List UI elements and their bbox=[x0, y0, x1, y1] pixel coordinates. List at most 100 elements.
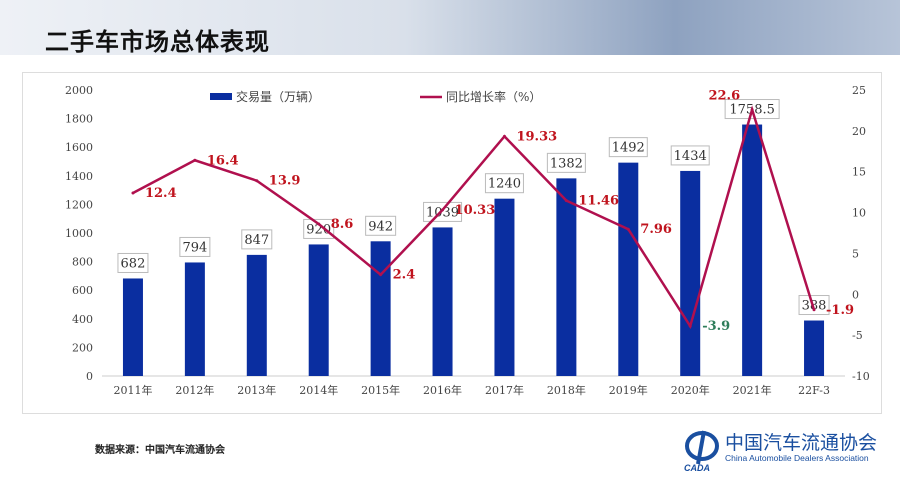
x-tick-label: 2019年 bbox=[609, 383, 648, 397]
growth-value-label: 19.33 bbox=[516, 129, 557, 144]
bar-label-box bbox=[546, 152, 586, 173]
growth-value-label: 16.4 bbox=[207, 153, 239, 168]
bar-label-box bbox=[241, 229, 273, 250]
bar-label-box bbox=[303, 218, 335, 239]
bar bbox=[370, 241, 391, 376]
bar-label-box bbox=[117, 252, 149, 273]
growth-point bbox=[379, 273, 383, 277]
right-tick-label: 10 bbox=[852, 207, 866, 220]
growth-point bbox=[812, 308, 816, 312]
bar-value-label: 942 bbox=[368, 219, 393, 234]
x-tick-label: 2020年 bbox=[671, 383, 710, 397]
right-tick-label: 15 bbox=[852, 166, 866, 179]
right-tick-label: 0 bbox=[852, 288, 859, 301]
right-tick-label: -10 bbox=[852, 370, 870, 383]
growth-value-label: 8.6 bbox=[331, 217, 354, 232]
right-tick-label: 5 bbox=[852, 247, 859, 260]
left-tick-label: 1000 bbox=[65, 227, 93, 240]
growth-point bbox=[564, 199, 568, 203]
left-tick-label: 0 bbox=[86, 370, 93, 383]
bar bbox=[804, 320, 825, 376]
left-tick-label: 200 bbox=[72, 341, 93, 354]
growth-value-label: 2.4 bbox=[393, 268, 416, 283]
bar-label-box bbox=[179, 236, 211, 257]
bar bbox=[494, 198, 515, 376]
left-tick-label: 1600 bbox=[65, 141, 93, 154]
bar-label-box bbox=[798, 295, 830, 316]
bar bbox=[556, 178, 577, 376]
bar bbox=[742, 124, 763, 376]
x-tick-label: 2012年 bbox=[175, 383, 214, 397]
growth-value-label: -3.9 bbox=[702, 319, 730, 334]
growth-point bbox=[502, 134, 506, 138]
bar-value-label: 920 bbox=[306, 222, 331, 237]
bar-label-box bbox=[670, 145, 710, 166]
growth-line bbox=[132, 105, 816, 330]
legend-line-label: 同比增长率（%） bbox=[446, 89, 541, 104]
left-tick-label: 2000 bbox=[65, 84, 93, 97]
x-tick-label: 2017年 bbox=[485, 383, 524, 397]
right-tick-label: 25 bbox=[852, 84, 866, 97]
chart: 0200400600800100012001400160018002000-10… bbox=[65, 84, 870, 397]
bar-label-box bbox=[423, 201, 463, 222]
logo: CADA 中国汽车流通协会 China Automobile Dealers A… bbox=[680, 428, 880, 473]
x-tick-label: 22F-3 bbox=[798, 384, 830, 397]
x-tick-label: 2014年 bbox=[299, 383, 338, 397]
growth-point bbox=[131, 191, 135, 195]
left-tick-label: 1800 bbox=[65, 113, 93, 126]
growth-value-label: 11.46 bbox=[578, 194, 619, 209]
x-tick-label: 2011年 bbox=[113, 383, 152, 397]
bar-value-label: 1240 bbox=[488, 177, 521, 192]
growth-point bbox=[255, 179, 259, 183]
legend-bar-swatch bbox=[210, 93, 232, 100]
bar bbox=[680, 170, 701, 376]
growth-value-label: 7.96 bbox=[640, 222, 672, 237]
left-tick-label: 1400 bbox=[65, 170, 93, 183]
x-tick-label: 2016年 bbox=[423, 383, 462, 397]
data-source: 数据来源：中国汽车流通协会 bbox=[95, 445, 225, 456]
x-tick-label: 2013年 bbox=[237, 383, 276, 397]
page-title: 二手车市场总体表现 bbox=[45, 28, 270, 56]
growth-point bbox=[441, 208, 445, 212]
growth-point bbox=[193, 158, 197, 162]
header-banner bbox=[0, 0, 900, 55]
growth-value-label: 13.9 bbox=[269, 174, 301, 189]
bar-value-label: 682 bbox=[121, 256, 146, 271]
bar-label-box bbox=[365, 215, 397, 236]
svg-text:CADA: CADA bbox=[684, 463, 710, 473]
bar-value-label: 1382 bbox=[550, 156, 583, 171]
legend-bar-label: 交易量（万辆） bbox=[236, 89, 320, 104]
left-tick-label: 600 bbox=[72, 284, 93, 297]
right-tick-label: 20 bbox=[852, 125, 866, 138]
bar-label-box bbox=[484, 173, 524, 194]
bar-value-label: 1492 bbox=[612, 141, 645, 156]
left-tick-label: 1200 bbox=[65, 198, 93, 211]
bar bbox=[122, 278, 143, 376]
logo-text-en: China Automobile Dealers Association bbox=[725, 453, 869, 463]
bar bbox=[618, 162, 639, 376]
bar-label-box bbox=[608, 137, 648, 158]
growth-value-label: -1.9 bbox=[826, 303, 854, 318]
x-tick-label: 2015年 bbox=[361, 383, 400, 397]
growth-value-label: 10.33 bbox=[455, 203, 496, 218]
bar-value-label: 794 bbox=[182, 240, 207, 255]
bar bbox=[432, 227, 453, 376]
bar-value-label: 1434 bbox=[674, 149, 707, 164]
cada-logo-icon: CADA bbox=[684, 430, 719, 473]
right-tick-label: -5 bbox=[852, 329, 863, 342]
x-tick-label: 2021年 bbox=[733, 383, 772, 397]
bar-value-label: 1039 bbox=[426, 205, 459, 220]
bar bbox=[308, 244, 329, 376]
logo-text-cn: 中国汽车流通协会 bbox=[725, 432, 878, 454]
growth-value-label: 12.4 bbox=[145, 186, 177, 201]
x-tick-label: 2018年 bbox=[547, 383, 586, 397]
left-tick-label: 800 bbox=[72, 256, 93, 269]
growth-point bbox=[688, 324, 692, 328]
growth-point bbox=[626, 227, 630, 231]
growth-point bbox=[317, 222, 321, 226]
bar-value-label: 847 bbox=[244, 233, 269, 248]
left-tick-label: 400 bbox=[72, 313, 93, 326]
bar bbox=[184, 262, 205, 376]
growth-point bbox=[750, 108, 754, 112]
bar bbox=[246, 254, 267, 376]
